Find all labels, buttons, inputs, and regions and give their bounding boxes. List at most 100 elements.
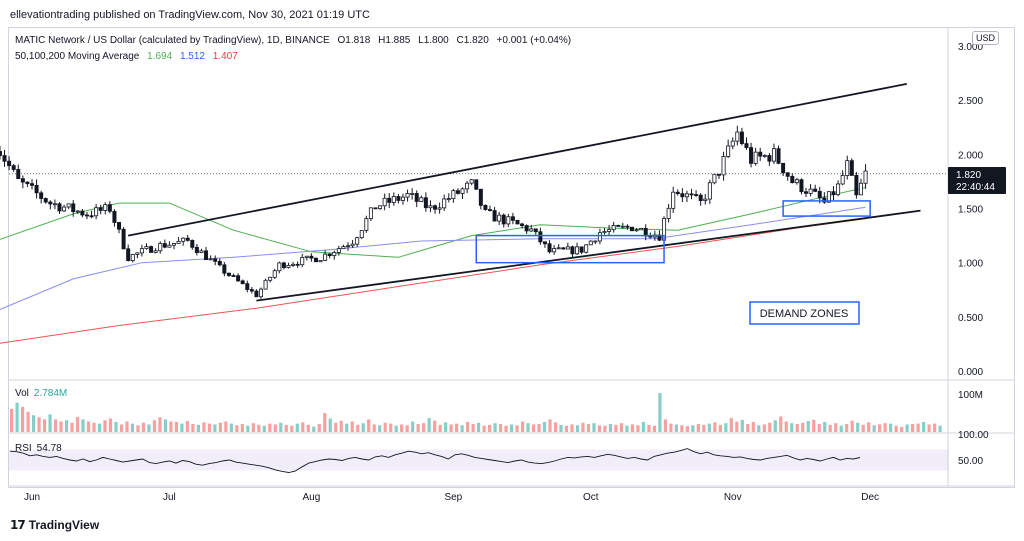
volume-bar [136,425,140,432]
candle-down [478,188,483,206]
candle-up [94,207,99,217]
y-tick-label: 2.500 [958,96,983,107]
volume-bar [81,419,85,432]
demand-zones [475,200,871,264]
candle-down [483,204,488,210]
candle-down [387,197,392,203]
volume-bar [229,423,233,432]
volume-bar [724,423,728,432]
candle-down [222,264,227,274]
volume-bar [405,425,409,432]
candle-down [854,175,859,196]
volume-bar [586,424,591,432]
volume-bar [158,417,162,432]
moving-averages [0,187,866,344]
candle-down [694,194,699,196]
volume-bar [218,422,222,432]
candle-up [845,160,850,176]
price-badge-price: 1.820 [956,170,981,181]
candle-up [808,188,813,194]
volume-legend[interactable]: Vol 2.784M [15,388,67,399]
tradingview-logo[interactable]: 17 TradingView [10,518,99,532]
volume-label: Vol [15,388,29,399]
volume-bar [619,423,624,432]
candle-up [597,232,602,242]
volume-bar [933,423,937,432]
rsi-band [9,449,948,471]
candle-up [721,156,726,176]
publish-line: ellevationtrading published on TradingVi… [10,9,370,21]
volume-bar [64,420,69,432]
volume-bar [169,421,173,432]
rsi-label: RSI [15,443,32,454]
candle-up [199,250,204,253]
candle-down [29,183,34,186]
candle-up [62,206,67,212]
candle-down [749,147,754,164]
symbol-legend[interactable]: MATIC Network / US Dollar (calculated by… [15,35,576,46]
volume-bar [86,421,91,432]
candle-up [52,203,57,206]
candle-down [561,247,566,250]
volume-bar [301,422,305,432]
rsi-legend[interactable]: RSI 54.78 [15,443,62,454]
volume-bar [691,425,695,432]
volume-bar [317,424,321,432]
ma100-line [0,206,866,311]
candle-up [405,193,410,198]
candle-down [547,243,552,253]
candle-down [790,175,795,184]
candle-down [309,255,314,259]
candle-up [410,193,415,195]
candle-down [474,179,479,190]
trendline-upper [128,83,907,237]
candle-up [684,193,689,198]
x-tick-label: Aug [302,492,320,503]
candle-down [121,228,126,250]
candle-up [730,140,735,147]
chart-frame [8,27,1015,488]
candle-up [400,196,405,201]
volume-bar [246,425,250,432]
candle-down [98,207,103,211]
volume-bar [180,423,184,432]
candle-down [162,243,167,248]
ohlc-low: L1.800 [418,35,449,46]
candle-down [804,191,809,194]
y-tick-label: 3.000 [958,42,983,53]
candle-down [817,190,822,199]
candle-down [295,263,300,266]
trendlines [128,83,921,302]
volume-bar [938,425,942,432]
candle-down [675,191,680,195]
candle-up [753,151,758,164]
candle-down [542,241,547,245]
candle-down [48,201,53,205]
volume-bar [356,424,360,432]
volume-bar [581,422,585,432]
volume-bar [235,425,239,432]
candle-up [836,183,841,196]
candle-up [593,240,598,243]
volume-bar [466,421,470,432]
candle-up [291,263,296,266]
candle-up [277,262,282,272]
volume-bar [279,422,283,432]
volume-bar [70,422,74,432]
candle-down [11,165,16,170]
x-tick-label: Dec [861,492,879,503]
volume-bar [570,424,574,432]
volume-bar [262,425,266,432]
currency-badge[interactable]: USD [972,31,1000,45]
volume-bar [378,425,382,432]
candle-down [34,184,39,194]
volume-bar [147,424,151,432]
candle-up [858,182,863,196]
volume-bar [553,422,558,432]
volume-bar [125,421,129,432]
candle-up [258,288,263,298]
volume-bar [383,422,387,432]
ma-legend[interactable]: 50,100,200 Moving Average 1.694 1.512 1.… [15,51,243,62]
candle-up [144,246,149,250]
